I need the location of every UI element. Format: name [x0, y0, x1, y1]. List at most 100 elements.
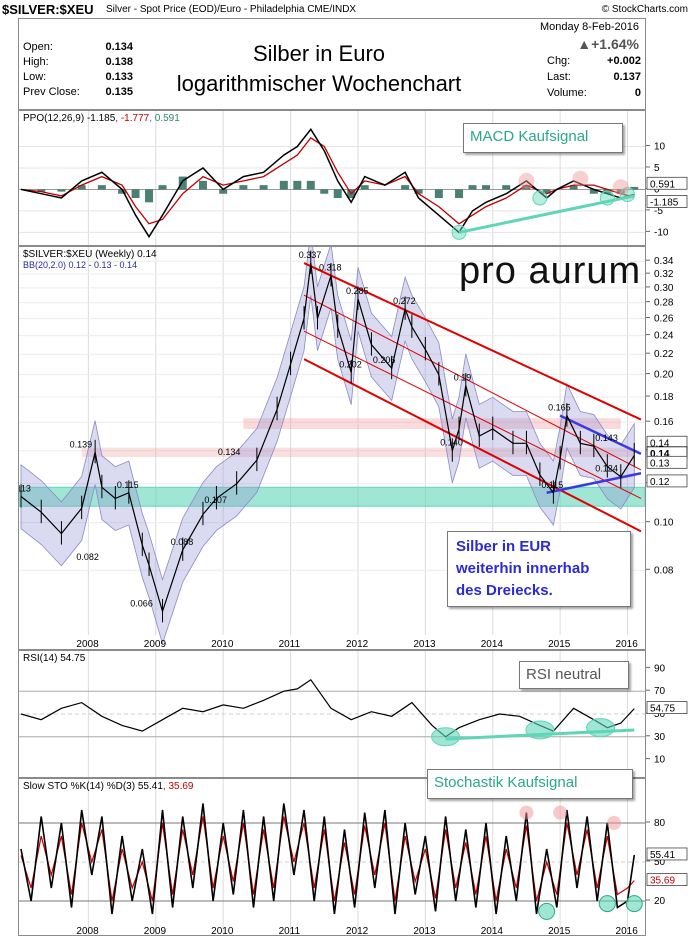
stoch-legend-d: , 35.69	[162, 781, 194, 792]
x-tick-label: 2012	[346, 639, 369, 649]
stoch-x-tick-label: 2014	[481, 926, 504, 935]
down-channel-line	[303, 262, 642, 421]
rsi-axis: 90 70 50 30 10 54.75	[646, 650, 692, 778]
triangle-callout: Silber in EUR weiterhin innerhab des Dre…	[447, 531, 631, 607]
ohlc-row-3: Prev Close: 0.135	[23, 86, 133, 101]
price-point-label: 0.115	[117, 480, 139, 490]
ppo-histogram-bar	[569, 185, 578, 190]
stoch-y-axis: 80 50 20 55.41 35.69	[646, 818, 688, 907]
ppo-histogram-bar	[455, 189, 464, 199]
symbol-description: Silver - Spot Price (EOD)/Euro - Philade…	[106, 4, 356, 15]
ppo-histogram-bar	[97, 185, 106, 190]
ohlc-value: 0.135	[105, 86, 133, 98]
ppo-panel: PPO(12,26,9) -1.185, -1.777, 0.591 MACD …	[18, 110, 646, 246]
ohlc-label: Low:	[23, 71, 47, 83]
ppo-legend-name: PPO(12,26,9)	[23, 113, 85, 124]
ppo-histogram-bar	[118, 189, 127, 194]
rsi-chart	[19, 651, 645, 777]
rsi-panel: RSI(14) 54.75 RSI neutral	[18, 650, 646, 778]
ppo-axis-label: 0	[654, 184, 660, 195]
ppo-histogram-bar	[360, 185, 369, 190]
rsi-low-marker	[586, 718, 616, 738]
stats-row-2: Volume: 0	[547, 87, 641, 103]
ppo-value-tag-box	[646, 176, 688, 190]
stoch-legend: Slow STO %K(14) %D(3) 55.41, 35.69	[23, 781, 193, 792]
x-tick-label: 2013	[413, 639, 436, 649]
ohlc-label: High:	[23, 56, 49, 68]
price-legend-name: $SILVER:$XEU (Weekly) 0.14	[23, 249, 157, 260]
ppo-legend-hist: , 0.591	[149, 113, 180, 124]
macd-low-marker	[599, 190, 615, 206]
stoch-k-tag-box	[646, 847, 688, 861]
stoch-low-marker	[538, 902, 556, 920]
price-chart: 0.113 0.139 0.082 0.115 0.066 0.088 0.107 0.134…	[19, 247, 645, 649]
ppo-histogram-bar	[468, 185, 477, 190]
rsi-axis-label: 70	[654, 686, 666, 697]
bollinger-band	[20, 247, 635, 645]
price-point-label: 0.124	[595, 464, 618, 474]
stats-value: +0.002	[607, 55, 641, 67]
ppo-value-tag-2: -1.185	[650, 198, 679, 209]
triangle-lower-line	[546, 472, 642, 494]
stats-label: Volume:	[547, 87, 587, 99]
stoch-d-line	[20, 816, 635, 902]
stats-value: 0	[634, 87, 641, 99]
price-point-label: 0.066	[130, 598, 153, 608]
support-zone	[19, 486, 645, 507]
stoch-x-tick-label: 2010	[211, 926, 234, 935]
price-value-tag-4-box	[646, 474, 688, 488]
price-point-label: 0.140	[440, 438, 463, 448]
ppo-histogram-bar	[333, 189, 342, 199]
exchange-text: CME/INDX	[307, 4, 357, 15]
description-text: Silver - Spot Price (EOD)/Euro - Philade…	[106, 4, 305, 15]
stoch-legend-k: 55.41	[137, 781, 163, 792]
pro-aurum-logo: pro aurum	[459, 250, 642, 292]
stoch-k-tag: 55.41	[650, 850, 675, 861]
stoch-k-line	[20, 803, 636, 915]
macd-callout: MACD Kaufsignal	[463, 123, 623, 153]
bb-legend: BB(20,2.0) 0.12 - 0.13 - 0.14	[23, 260, 138, 270]
ppo-histogram-bar	[178, 176, 187, 190]
ppo-axis: 10 5 0 -5 -10 0.591 -1.185	[646, 110, 692, 246]
ohlc-row-1: High: 0.138	[23, 56, 133, 71]
ppo-y-axis: 10 5 0 -5 -10 0.591 -1.185	[646, 141, 688, 238]
ohlc-value: 0.133	[105, 71, 133, 83]
price-point-label: 0.107	[204, 495, 227, 505]
ppo-histogram-bar	[57, 189, 66, 192]
price-point-label: 0.134	[218, 447, 241, 457]
stoch-low-marker	[625, 895, 643, 913]
price-axis-label: 0.18	[654, 392, 674, 403]
price-axis-label: 0.20	[654, 370, 674, 381]
chart-title-line2: logarithmischer Wochenchart	[176, 71, 462, 96]
rsi-legend: RSI(14) 54.75	[23, 653, 86, 664]
stats-row-1: Last: 0.137	[547, 71, 641, 87]
ppo-histogram-bar	[630, 186, 639, 190]
price-point-label: 0.318	[319, 262, 342, 272]
macd-low-marker	[451, 224, 467, 240]
ppo-value-tag: 0.591	[650, 179, 675, 190]
callout-line-1: Silber in EUR	[456, 538, 552, 555]
rsi-axis-label: 30	[654, 732, 666, 743]
price-value-tag-3-box	[646, 455, 688, 469]
price-axis-label: 0.34	[654, 256, 674, 267]
price-point-label: 0.088	[171, 537, 194, 547]
ppo-histogram-bar	[279, 180, 288, 190]
macd-high-marker	[572, 170, 589, 187]
x-tick-label: 2014	[481, 639, 504, 649]
price-point-label: 0.143	[595, 433, 618, 443]
price-point-label: 0.19	[454, 373, 472, 383]
price-point-label: 0.202	[339, 359, 362, 369]
x-tick-label: 2016	[616, 639, 639, 649]
rsi-value-tag: 54.75	[650, 704, 675, 715]
rsi-y-axis: 90 70 50 30 10 54.75	[646, 663, 688, 766]
stoch-x-tick-label: 2013	[413, 926, 436, 935]
price-axis-label: 0.22	[654, 349, 674, 360]
x-tick-label: 2009	[144, 639, 167, 649]
ohlc-block: Open: 0.134 High: 0.138 Low: 0.133 Prev Clo…	[23, 41, 133, 101]
triangle-upper-line	[559, 414, 642, 455]
stoch-axis-label: 20	[654, 896, 666, 907]
ppo-axis-label: 10	[654, 141, 666, 152]
price-line	[20, 263, 635, 614]
stoch-low-marker	[598, 895, 616, 913]
callout-line-3: des Dreiecks.	[456, 582, 553, 599]
